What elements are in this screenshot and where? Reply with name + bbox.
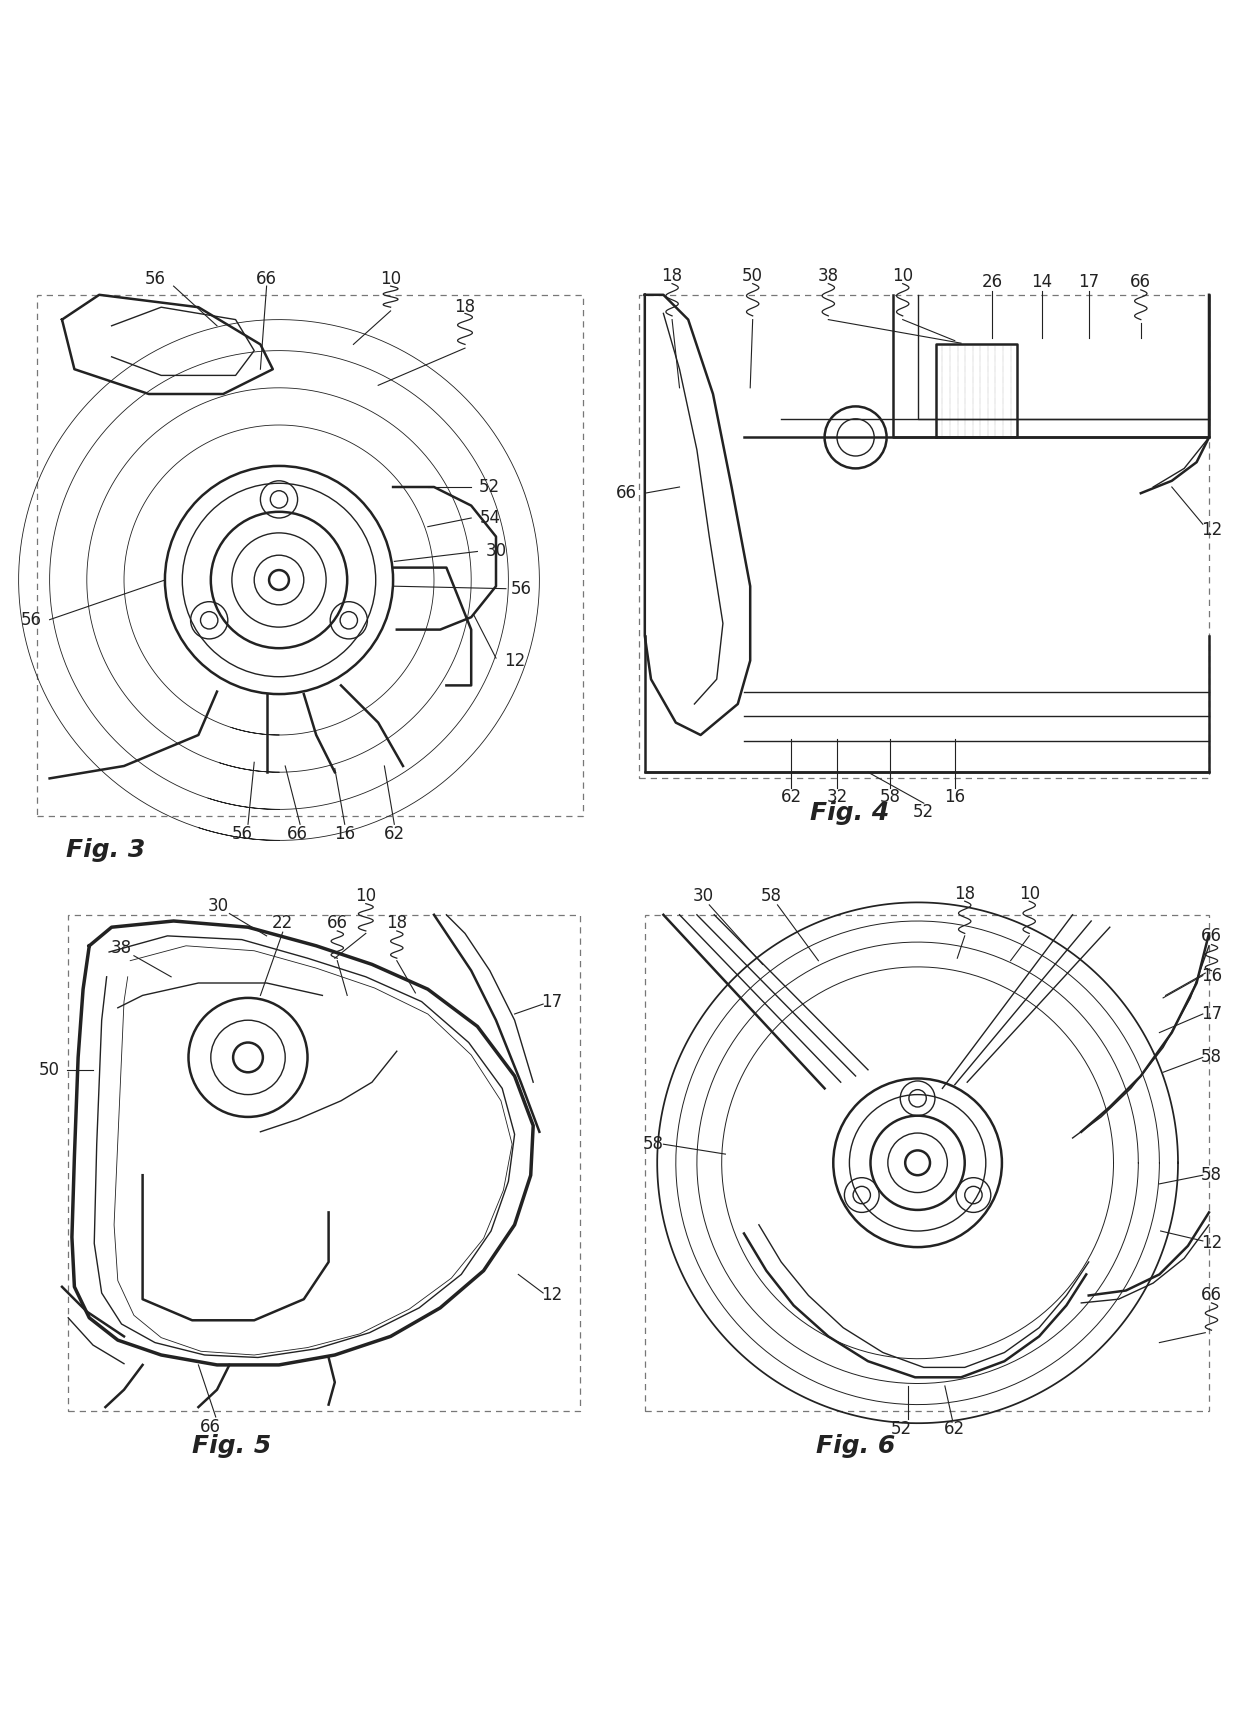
Text: 50: 50 (40, 1060, 60, 1079)
Text: 66: 66 (288, 825, 308, 844)
Text: 66: 66 (257, 270, 277, 287)
Text: 30: 30 (485, 543, 507, 560)
Text: 17: 17 (1200, 1005, 1223, 1022)
Text: 58: 58 (1202, 1048, 1221, 1067)
Text: 58: 58 (761, 886, 781, 905)
Text: 66: 66 (327, 914, 347, 933)
Text: 62: 62 (944, 1421, 966, 1438)
Text: 56: 56 (232, 825, 252, 844)
Text: 18: 18 (661, 268, 683, 285)
Text: Fig. 4: Fig. 4 (810, 801, 889, 825)
Text: Fig. 5: Fig. 5 (192, 1433, 272, 1457)
Text: 66: 66 (1131, 273, 1151, 292)
Text: 12: 12 (1200, 1235, 1223, 1252)
Text: 38: 38 (110, 940, 133, 957)
Text: 16: 16 (944, 789, 966, 806)
Text: 30: 30 (692, 886, 714, 905)
Text: 16: 16 (334, 825, 356, 844)
Text: 26: 26 (981, 273, 1003, 292)
Text: 62: 62 (780, 789, 802, 806)
Text: 56: 56 (511, 579, 531, 598)
Text: 32: 32 (826, 789, 848, 806)
Bar (37, 295, 583, 816)
Text: 52: 52 (913, 802, 935, 821)
Text: 18: 18 (954, 885, 976, 902)
Text: 12: 12 (503, 651, 526, 670)
Text: 56: 56 (145, 270, 165, 287)
Text: 58: 58 (1202, 1167, 1221, 1184)
Bar (645, 914, 1209, 1410)
Text: 58: 58 (644, 1136, 663, 1153)
Text: 10: 10 (379, 270, 402, 287)
Text: 58: 58 (880, 789, 900, 806)
Text: 62: 62 (383, 825, 405, 844)
Text: 10: 10 (1018, 885, 1040, 902)
Text: 66: 66 (616, 484, 636, 502)
Text: 66: 66 (1202, 1287, 1221, 1304)
Text: 10: 10 (355, 886, 377, 905)
Text: 14: 14 (1030, 273, 1053, 292)
Text: 18: 18 (454, 299, 476, 316)
Text: 66: 66 (201, 1417, 221, 1436)
Text: 12: 12 (541, 1287, 563, 1304)
Text: 52: 52 (479, 478, 501, 497)
Text: 17: 17 (1078, 273, 1100, 292)
Text: 38: 38 (817, 268, 839, 285)
Text: 17: 17 (541, 993, 563, 1010)
Bar (639, 295, 1209, 778)
Text: 18: 18 (386, 914, 408, 933)
Text: 22: 22 (272, 914, 294, 933)
Bar (68, 914, 580, 1410)
Text: 50: 50 (743, 268, 763, 285)
Text: 66: 66 (1202, 928, 1221, 945)
Text: Fig. 6: Fig. 6 (816, 1433, 895, 1457)
Text: 56: 56 (21, 610, 41, 629)
Text: 52: 52 (890, 1421, 913, 1438)
Text: Fig. 3: Fig. 3 (66, 838, 145, 862)
Text: 30: 30 (207, 897, 229, 916)
Text: 12: 12 (1200, 521, 1223, 539)
Text: 54: 54 (480, 509, 500, 527)
Text: 10: 10 (892, 268, 914, 285)
Text: 16: 16 (1200, 967, 1223, 984)
